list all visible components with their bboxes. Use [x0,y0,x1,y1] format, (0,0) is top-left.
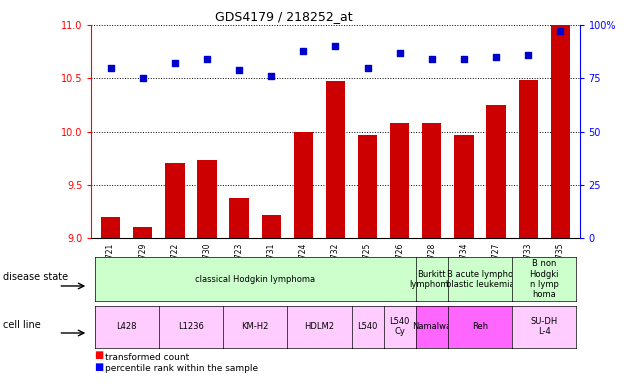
Point [331,43,341,50]
Bar [326,81,345,238]
Point [523,52,533,58]
Point [170,60,180,66]
Point [266,73,277,79]
Text: Reh: Reh [472,322,488,331]
Text: L540: L540 [357,322,378,331]
Text: GDS4179 / 218252_at: GDS4179 / 218252_at [215,10,352,23]
Bar [390,123,410,238]
Text: L428: L428 [117,322,137,331]
Point [555,28,565,35]
Bar [133,227,152,238]
Point [459,56,469,62]
Text: cell line: cell line [3,320,41,330]
Text: Burkitt
lymphoma: Burkitt lymphoma [410,270,454,289]
Text: Namalwa: Namalwa [412,322,452,331]
Point [202,56,212,62]
Text: L540
Cy: L540 Cy [389,317,410,336]
Bar [454,135,474,238]
Point [106,65,116,71]
Bar [358,135,377,238]
Point [491,54,501,60]
Bar [101,217,120,238]
Text: transformed count: transformed count [105,353,190,362]
Text: classical Hodgkin lymphoma: classical Hodgkin lymphoma [195,275,315,284]
Point [138,75,148,81]
Bar [294,131,313,238]
Point [427,56,437,62]
Text: KM-H2: KM-H2 [241,322,269,331]
Bar [261,215,281,238]
Text: disease state: disease state [3,272,68,282]
Text: percentile rank within the sample: percentile rank within the sample [105,364,258,373]
Point [394,50,404,56]
Text: ■: ■ [94,362,104,372]
Bar [197,160,217,238]
Text: SU-DH
L-4: SU-DH L-4 [530,317,558,336]
Bar [518,80,538,238]
Text: ■: ■ [94,350,104,360]
Bar [229,198,249,238]
Text: B acute lympho
blastic leukemia: B acute lympho blastic leukemia [445,270,514,289]
Bar [165,164,185,238]
Bar [551,25,570,238]
Point [234,67,244,73]
Text: L1236: L1236 [178,322,204,331]
Text: HDLM2: HDLM2 [304,322,335,331]
Bar [486,105,506,238]
Text: B non
Hodgki
n lymp
homa: B non Hodgki n lymp homa [530,259,559,300]
Point [362,65,372,71]
Point [299,48,309,54]
Bar [422,123,442,238]
